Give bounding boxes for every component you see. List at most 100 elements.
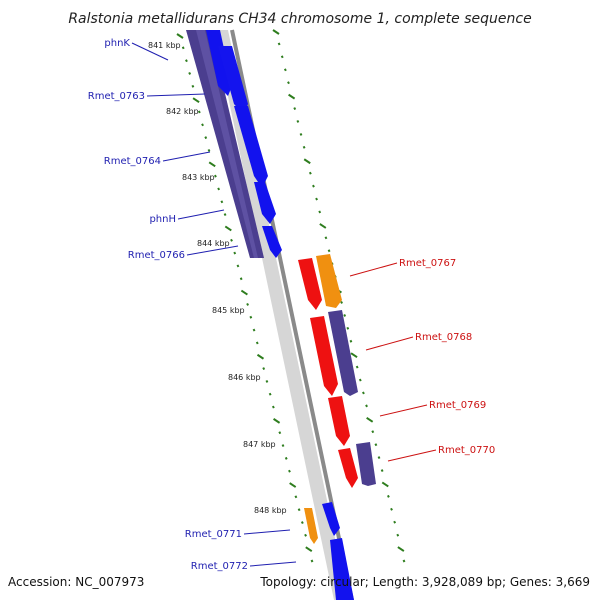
right-guide-tick <box>365 404 368 408</box>
gene-labels-left: phnK Rmet_0763 Rmet_0764 phnH Rmet_0766 Rmet_… <box>88 38 297 572</box>
leader-line <box>146 93 206 97</box>
kbp-label: 845 kbp <box>212 306 245 315</box>
left-guide-tick <box>268 392 272 396</box>
right-guide-tick <box>272 29 280 35</box>
right-guide-tick <box>308 171 312 175</box>
kbp-label: 844 kbp <box>197 239 230 248</box>
right-guide-tick <box>315 197 318 201</box>
left-guide-tick <box>220 200 224 204</box>
right-guide-tick <box>374 443 378 447</box>
gene-Rmet_0769-red <box>328 396 350 446</box>
leader-line <box>249 561 297 567</box>
left-guide-tick <box>281 444 285 447</box>
left-guide-tick <box>265 379 269 383</box>
leader-line <box>131 42 169 61</box>
gene-phnK <box>206 30 232 96</box>
gene-label-right: Rmet_0768 <box>415 332 472 343</box>
right-guide-tick <box>318 210 322 214</box>
right-guide-tick <box>346 326 350 330</box>
right-guide-tick <box>350 352 358 359</box>
right-guide-tick <box>303 158 311 165</box>
left-guide-tick <box>300 521 304 524</box>
gene-label-right: Rmet_0769 <box>429 400 486 411</box>
gene-label-right: Rmet_0770 <box>438 445 495 456</box>
gene-labels-right: Rmet_0767 Rmet_0768 Rmet_0769 Rmet_0770 <box>349 258 495 462</box>
right-guide-tick <box>296 120 300 123</box>
right-guide-tick <box>386 494 390 498</box>
left-guide-tick <box>262 367 266 371</box>
right-guide-tick <box>402 559 406 563</box>
left-guide-tick <box>310 559 314 563</box>
right-guide-tick <box>358 378 362 382</box>
kbp-labels: 841 kbp 842 kbp 843 kbp 844 kbp 845 kbp 846 k… <box>148 41 287 515</box>
leader-line <box>387 449 437 462</box>
gene-Rmet_0771-blue <box>322 502 340 536</box>
kbp-label: 843 kbp <box>182 173 215 182</box>
leader-line <box>162 151 211 162</box>
right-guide-tick <box>380 469 384 472</box>
left-guide-tick <box>246 302 250 306</box>
gene-Rmet_0768-red <box>310 316 338 396</box>
kbp-label: 848 kbp <box>254 506 287 515</box>
right-guide-tick <box>324 236 328 240</box>
right-guide-tick <box>327 249 331 253</box>
right-guide-tick <box>283 68 287 72</box>
right-guide-tick <box>377 456 381 460</box>
gene-Rmet_0767-orange <box>316 254 342 308</box>
right-guide-tick <box>340 301 343 304</box>
right-guide-tick <box>371 430 375 434</box>
right-guide-tick <box>277 42 281 46</box>
gene-Rmet_0771-orange <box>304 508 318 544</box>
kbp-label: 847 kbp <box>243 440 276 449</box>
gene-phnH <box>254 182 276 224</box>
gene-Rmet_0768-navy <box>328 310 358 396</box>
right-guide-tick <box>396 533 400 537</box>
left-guide-tick <box>207 149 211 152</box>
right-guide-tick <box>390 507 393 511</box>
right-guide-tick <box>355 365 359 369</box>
gene-Rmet_0770-red <box>338 448 358 488</box>
right-guide-tick <box>397 546 405 552</box>
left-guide-tick <box>185 59 188 63</box>
left-guide-tick <box>181 46 185 50</box>
left-guide-tick <box>271 405 275 409</box>
left-guide-tick <box>288 469 291 473</box>
left-guide-tick <box>236 264 240 268</box>
left-guide-tick <box>230 238 233 242</box>
right-guide-tick <box>343 313 347 317</box>
right-guide-tick <box>293 107 297 111</box>
gene-outer-band-highlight <box>196 30 258 258</box>
gene-Rmet_0764 <box>234 106 268 188</box>
gene-label-left: Rmet_0764 <box>104 156 161 167</box>
left-guide-tick <box>256 353 265 360</box>
right-guide-tick <box>302 145 306 149</box>
gene-label-left: phnK <box>104 38 130 49</box>
gene-label-left: Rmet_0772 <box>191 561 248 572</box>
left-guide-tick <box>201 123 204 127</box>
left-guide-tick <box>249 315 253 319</box>
leader-line <box>365 336 414 351</box>
left-guide-tick <box>217 187 221 191</box>
gene-Rmet_0767-red <box>298 258 322 310</box>
kbp-label: 841 kbp <box>148 41 181 50</box>
kbp-label: 842 kbp <box>166 107 199 116</box>
leader-line <box>379 404 428 417</box>
leader-line <box>243 529 291 535</box>
map-title: Ralstonia metallidurans CH34 chromosome … <box>68 11 531 27</box>
left-guide-tick <box>224 225 232 232</box>
right-guide-tick <box>362 391 365 395</box>
left-guide-tick <box>305 546 313 553</box>
right-guide-tick <box>299 132 303 136</box>
left-guide-tick <box>204 136 208 140</box>
leader-line <box>177 209 225 220</box>
gene-label-left: phnH <box>149 214 176 225</box>
left-guide-tick <box>239 277 243 281</box>
right-guide-tick <box>393 520 397 524</box>
gene-Rmet_0766 <box>262 226 282 258</box>
accession-text: Accession: NC_007973 <box>8 575 144 589</box>
right-guide-tick <box>381 481 389 488</box>
right-guide-tick <box>288 93 296 100</box>
topology-text: Topology: circular; Length: 3,928,089 bp… <box>259 575 590 589</box>
left-guide-tick <box>297 508 301 512</box>
